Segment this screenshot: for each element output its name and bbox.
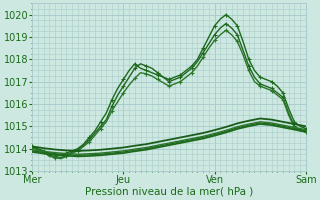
X-axis label: Pression niveau de la mer( hPa ): Pression niveau de la mer( hPa ) xyxy=(85,187,253,197)
